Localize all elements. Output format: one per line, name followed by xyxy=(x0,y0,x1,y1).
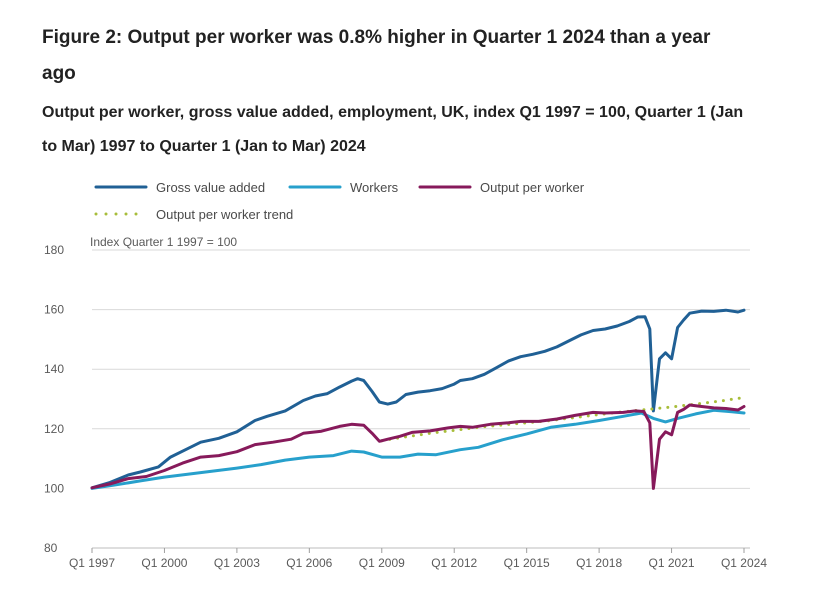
x-tick-label: Q1 2018 xyxy=(576,556,622,570)
y-tick-label: 80 xyxy=(44,541,58,555)
y-tick-label: 140 xyxy=(44,362,64,376)
legend-item-output-per-worker: Output per worker xyxy=(418,180,585,195)
legend-label: Workers xyxy=(350,180,399,195)
legend-label: Output per worker xyxy=(480,180,585,195)
y-tick-label: 180 xyxy=(44,243,64,257)
series-line-gross-value-added xyxy=(90,308,746,490)
legend-item-gross-value-added: Gross value added xyxy=(94,180,265,195)
legend-item-workers: Workers xyxy=(288,180,399,195)
x-tick-label: Q1 2003 xyxy=(214,556,260,570)
y-axis-label: Index Quarter 1 1997 = 100 xyxy=(90,235,237,249)
y-tick-label: 120 xyxy=(44,422,64,436)
legend-label: Gross value added xyxy=(156,180,265,195)
series-line-workers xyxy=(90,408,746,490)
x-tick-label: Q1 2024 xyxy=(721,556,767,570)
series-line-output-per-worker xyxy=(90,403,746,490)
legend-item-output-per-worker-trend: Output per worker trend xyxy=(94,207,293,222)
legend: Gross value added Workers Output per worke… xyxy=(94,180,585,222)
x-tick-label: Q1 2015 xyxy=(504,556,550,570)
chart-title: Figure 2: Output per worker was 0.8% hig… xyxy=(42,27,711,84)
series-line-output-per-worker-trend xyxy=(380,396,746,443)
x-tick-label: Q1 2012 xyxy=(431,556,477,570)
grid xyxy=(92,249,750,549)
x-axis: Q1 1997 Q1 2000 Q1 2003 Q1 2006 Q1 2009 Q1 20… xyxy=(69,548,767,570)
x-tick-label: Q1 2006 xyxy=(286,556,332,570)
y-axis: 80 100 120 140 160 180 xyxy=(44,243,64,555)
series-group xyxy=(90,308,746,490)
x-tick-label: Q1 2009 xyxy=(359,556,405,570)
x-tick-label: Q1 2000 xyxy=(141,556,187,570)
y-tick-label: 160 xyxy=(44,303,64,317)
y-tick-label: 100 xyxy=(44,481,64,495)
x-tick-label: Q1 1997 xyxy=(69,556,115,570)
chart-subtitle: Output per worker, gross value added, em… xyxy=(42,104,744,155)
legend-label: Output per worker trend xyxy=(156,207,293,222)
x-tick-label: Q1 2021 xyxy=(649,556,695,570)
